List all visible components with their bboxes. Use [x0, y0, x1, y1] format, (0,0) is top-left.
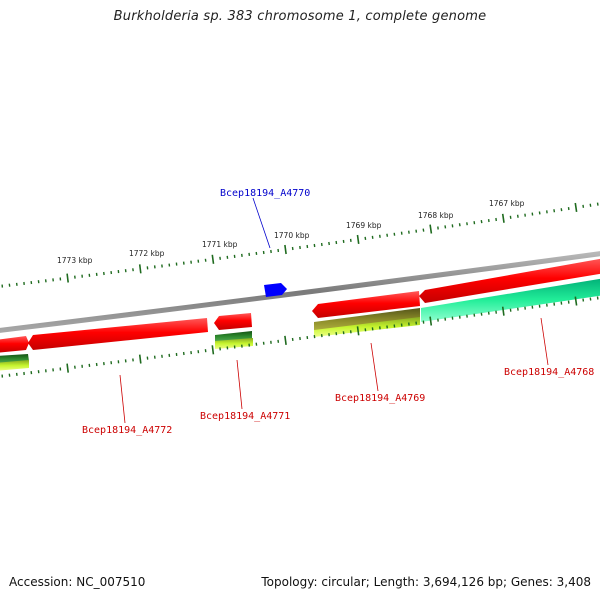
label-leader-a4769	[370, 342, 379, 392]
gene-a4772-left-arrow[interactable]	[0, 336, 29, 353]
gene-label-a4768[interactable]: Bcep18194_A4768	[504, 367, 594, 378]
gene-label-a4772[interactable]: Bcep18194_A4772	[82, 425, 172, 436]
genome-summary-text: Topology: circular; Length: 3,694,126 bp…	[261, 575, 591, 589]
outer-tick-mark	[429, 224, 433, 234]
tick-label: 1767 kbp	[489, 199, 525, 208]
gene-a4769-arrow[interactable]	[312, 291, 420, 318]
gene-a4772-arrow[interactable]	[28, 318, 208, 350]
inner-tick-mark	[284, 335, 287, 346]
label-leader-a4771	[236, 359, 243, 410]
gene-label-a4770[interactable]: Bcep18194_A4770	[220, 188, 310, 199]
tick-label: 1769 kbp	[346, 221, 382, 230]
outer-tick-mark	[480, 219, 483, 224]
outer-tick-mark	[356, 234, 360, 245]
outer-tick-mark	[574, 202, 578, 213]
outer-tick-mark	[501, 213, 505, 223]
outer-tick-mark	[538, 211, 541, 215]
cog-track-a4768-teal	[421, 278, 600, 322]
outer-tick-mark	[596, 202, 599, 206]
outer-tick-mark	[211, 254, 215, 264]
label-leader-a4772	[119, 374, 126, 424]
outer-tick-track	[1, 202, 599, 288]
genome-backbone	[0, 251, 600, 333]
tick-label: 1768 kbp	[418, 211, 454, 220]
outer-tick-mark	[386, 233, 389, 237]
cog-track-left-yellow	[0, 360, 29, 371]
tick-label: 1771 kbp	[202, 240, 238, 249]
inner-tick-mark	[138, 354, 142, 364]
outer-tick-mark	[444, 225, 447, 229]
inner-tick-track	[1, 296, 599, 378]
inner-tick-mark	[480, 312, 483, 316]
inner-tick-mark	[574, 296, 578, 306]
cog-track-a4769-olive	[314, 308, 420, 331]
gene-a4770-arrow[interactable]	[264, 283, 287, 297]
tick-label: 1772 kbp	[129, 249, 165, 258]
gene-label-a4771[interactable]: Bcep18194_A4771	[200, 411, 290, 422]
inner-tick-mark	[356, 326, 360, 336]
gene-a4771-arrow[interactable]	[214, 313, 252, 330]
inner-tick-mark	[501, 306, 505, 316]
outer-tick-mark	[560, 208, 563, 212]
outer-tick-mark	[66, 273, 69, 283]
outer-tick-mark	[328, 241, 330, 246]
inner-tick-mark	[66, 363, 69, 373]
map-title: Burkholderia sp. 383 chromosome 1, compl…	[113, 9, 487, 24]
cog-track-a4771-yellow	[215, 338, 253, 349]
outer-tick-mark	[284, 244, 287, 255]
tick-label: 1773 kbp	[57, 256, 93, 265]
outer-tick-mark	[422, 228, 425, 232]
label-leader-a4770	[252, 197, 271, 249]
outer-tick-mark	[516, 214, 519, 218]
gene-a4768-arrow[interactable]	[419, 258, 600, 303]
outer-tick-mark	[589, 203, 592, 207]
inner-tick-mark	[211, 345, 215, 355]
outer-tick-mark	[364, 236, 367, 241]
label-leader-a4768	[540, 317, 549, 366]
outer-tick-mark	[458, 223, 461, 227]
cog-track-a4769-yellow	[314, 317, 420, 337]
tick-label: 1770 kbp	[274, 231, 310, 240]
outer-tick-mark	[553, 209, 556, 213]
inner-tick-mark	[429, 316, 433, 326]
gene-label-a4769[interactable]: Bcep18194_A4769	[335, 393, 425, 404]
outer-tick-mark	[138, 264, 142, 274]
accession-text: Accession: NC_007510	[9, 575, 146, 589]
